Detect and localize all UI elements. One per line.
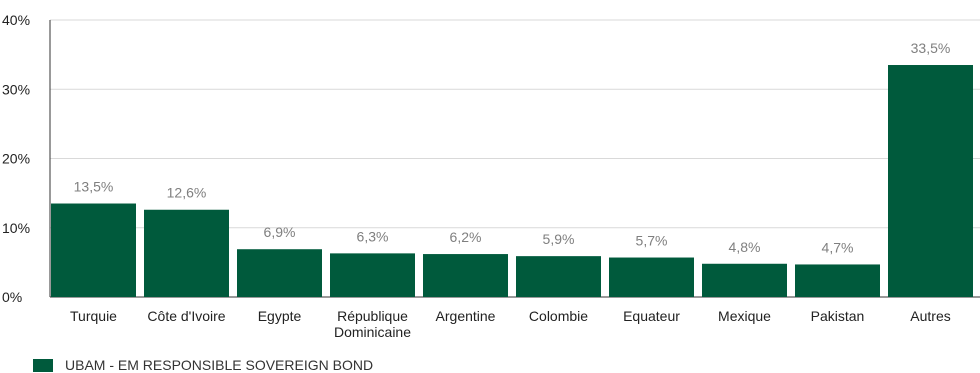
value-label: 13,5% [74, 179, 114, 195]
bar [516, 256, 601, 297]
category-label-line: Autres [910, 308, 950, 324]
category-label-line: Côte d'Ivoire [147, 308, 225, 324]
value-label: 33,5% [911, 40, 951, 56]
category-label-line: Dominicaine [334, 324, 411, 340]
value-label: 4,7% [822, 239, 854, 255]
value-labels: 13,5% 12,6% 6,9% 6,3% 6,2% 5,9% 5,7% 4,8% 4,7% 33… [74, 40, 951, 255]
legend-label: UBAM - EM RESPONSIBLE SOVEREIGN BOND [65, 357, 374, 373]
category-label-line: Egypte [258, 308, 302, 324]
category-label: Colombie [529, 308, 588, 324]
category-label: Côte d'Ivoire [147, 308, 225, 324]
category-label: Turquie [70, 308, 117, 324]
bar [51, 203, 136, 297]
category-label-line: Pakistan [811, 308, 865, 324]
category-label: Autres [910, 308, 950, 324]
category-label: Egypte [258, 308, 302, 324]
bar [888, 65, 973, 297]
category-label: Argentine [436, 308, 496, 324]
value-label: 5,9% [543, 231, 575, 247]
value-label: 6,2% [450, 229, 482, 245]
category-label-line: Equateur [623, 308, 680, 324]
bar [795, 264, 880, 297]
category-label: Equateur [623, 308, 680, 324]
category-label-line: République [337, 308, 408, 324]
category-label-line: Argentine [436, 308, 496, 324]
bar [237, 249, 322, 297]
bar [609, 257, 694, 297]
bar [702, 263, 787, 297]
bar [330, 253, 415, 297]
bar [423, 254, 508, 297]
legend: UBAM - EM RESPONSIBLE SOVEREIGN BOND [33, 357, 373, 373]
category-label-line: Mexique [718, 308, 771, 324]
y-axis-tick-labels: 0% 10% 20% 30% 40% [2, 12, 30, 305]
y-tick-label: 0% [2, 289, 22, 305]
category-label-line: Colombie [529, 308, 588, 324]
y-tick-label: 10% [2, 220, 30, 236]
legend-swatch [33, 358, 53, 372]
category-label-line: Turquie [70, 308, 117, 324]
y-tick-label: 20% [2, 151, 30, 167]
category-label: République Dominicaine [334, 308, 411, 340]
value-label: 5,7% [636, 233, 668, 249]
value-label: 6,9% [264, 224, 296, 240]
bar [144, 209, 229, 297]
y-tick-label: 40% [2, 12, 30, 28]
category-label: Mexique [718, 308, 771, 324]
value-label: 6,3% [357, 228, 389, 244]
category-labels: Turquie Côte d'Ivoire Egypte République Domi… [70, 308, 951, 340]
value-label: 4,8% [729, 239, 761, 255]
bars [51, 65, 973, 297]
value-label: 12,6% [167, 185, 207, 201]
y-tick-label: 30% [2, 81, 30, 97]
category-label: Pakistan [811, 308, 865, 324]
